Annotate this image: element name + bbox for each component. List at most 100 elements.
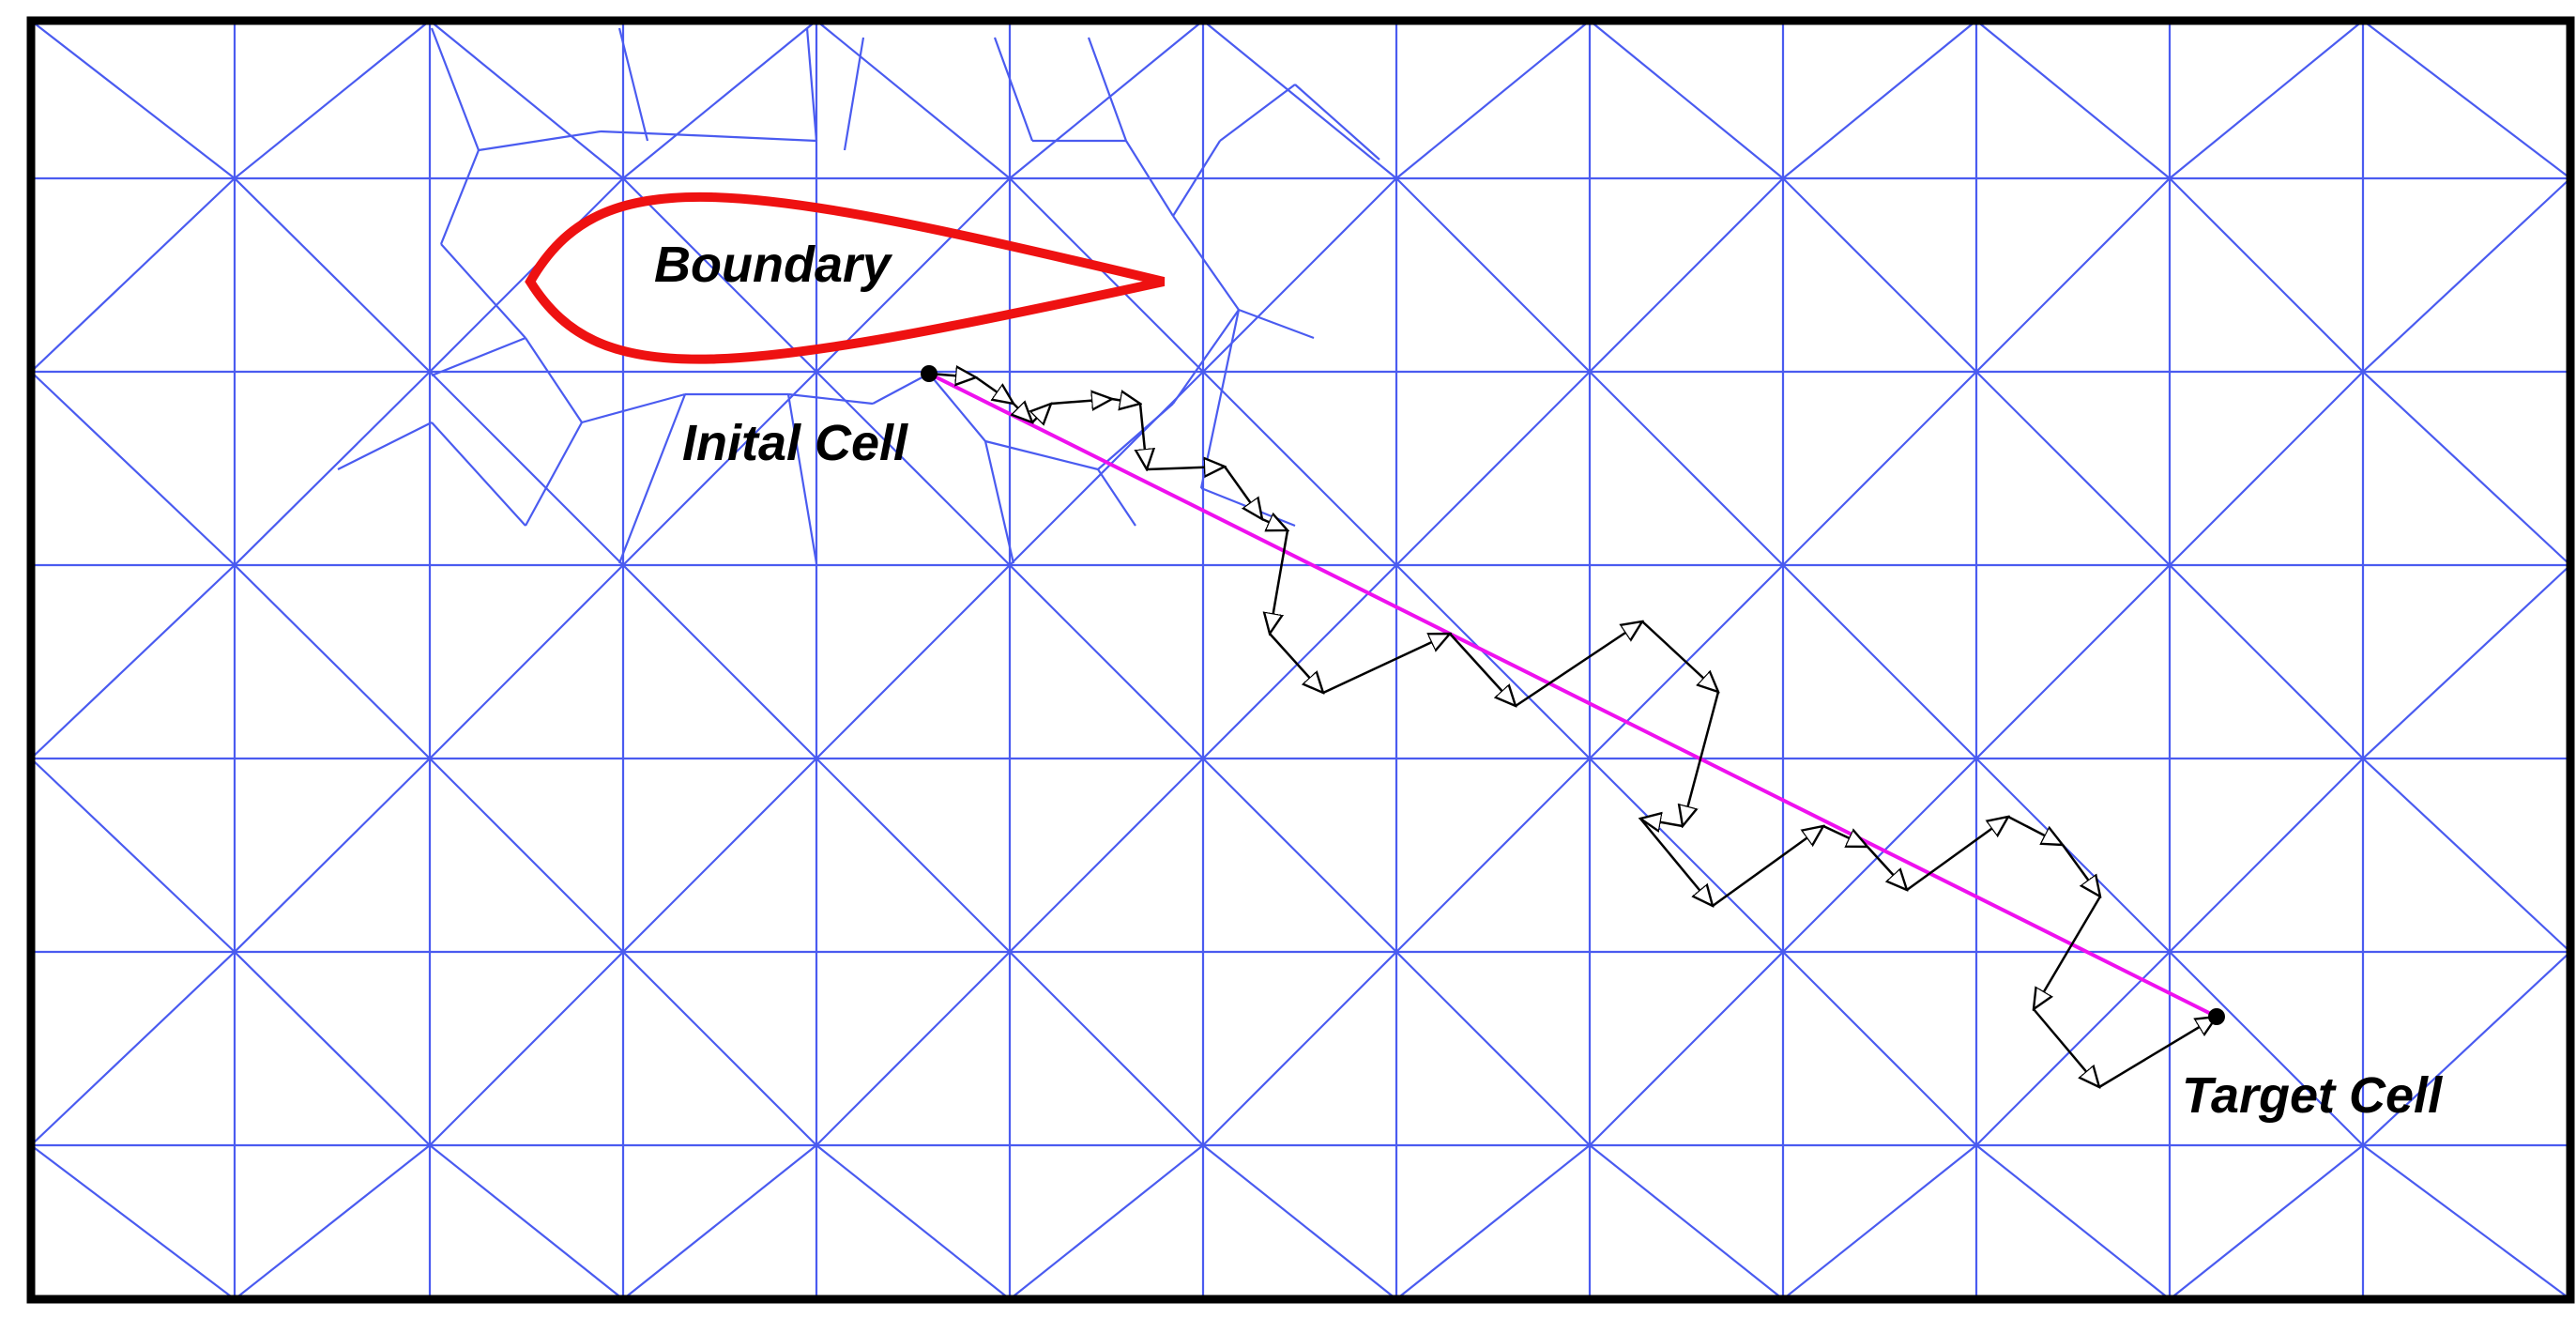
walk-step-arrow bbox=[1111, 399, 1140, 404]
mesh-edge-diagonal bbox=[622, 1144, 817, 1300]
mesh-edge-refined bbox=[1097, 403, 1174, 470]
mesh-edge-refined bbox=[843, 37, 865, 151]
mesh-edge-refined bbox=[1238, 308, 1315, 340]
mesh-edge-diagonal bbox=[1202, 564, 1397, 759]
mesh-edge-diagonal bbox=[30, 177, 236, 373]
mesh-edge-diagonal bbox=[1782, 177, 1977, 373]
mesh-edge-diagonal bbox=[429, 1144, 624, 1300]
mesh-edge-diagonal bbox=[1009, 177, 1204, 373]
mesh-edge-refined bbox=[1219, 84, 1296, 142]
mesh-edge-diagonal bbox=[429, 758, 624, 953]
boundary-label: Boundary bbox=[654, 237, 893, 293]
mesh-edge-diagonal bbox=[815, 1144, 1011, 1300]
mesh-edge-diagonal bbox=[1975, 177, 2171, 373]
mesh-edge-refined bbox=[525, 337, 583, 423]
mesh-edge-diagonal bbox=[2169, 1144, 2364, 1300]
mesh-edge-diagonal bbox=[622, 951, 817, 1146]
target-cell-label: Target Cell bbox=[2182, 1067, 2443, 1124]
mesh-edge-diagonal bbox=[1395, 564, 1591, 759]
mesh-edge-diagonal bbox=[1975, 564, 2171, 759]
walk-step-arrow bbox=[1867, 846, 1907, 890]
target-cell-point bbox=[2208, 1008, 2225, 1025]
mesh-edge-diagonal bbox=[429, 951, 624, 1146]
frame-border bbox=[26, 16, 2575, 1304]
mesh-edge-diagonal bbox=[1395, 951, 1591, 1146]
mesh-edge-refined bbox=[440, 243, 526, 339]
mesh-edge-diagonal bbox=[1975, 20, 2171, 179]
mesh-edge-refined bbox=[1125, 140, 1174, 217]
walk-step-arrow bbox=[2034, 896, 2102, 1009]
mesh-edge-diagonal bbox=[1395, 20, 1591, 179]
mesh-edge-diagonal bbox=[234, 20, 431, 179]
mesh-edge-diagonal bbox=[30, 1144, 236, 1300]
mesh-edge-diagonal bbox=[1009, 951, 1204, 1146]
walk-step-arrow bbox=[975, 375, 1014, 404]
walk-step-arrow bbox=[2061, 844, 2100, 897]
mesh-edge-diagonal bbox=[1202, 177, 1397, 373]
walk-step-arrow bbox=[1032, 404, 1051, 422]
mesh-edge-refined bbox=[993, 37, 1034, 142]
mesh-edge-diagonal bbox=[815, 564, 1011, 759]
mesh-edge-diagonal bbox=[2362, 951, 2571, 1146]
mesh-edge-diagonal bbox=[622, 20, 817, 179]
mesh-edge-diagonal bbox=[1202, 951, 1397, 1146]
mesh-edge-diagonal bbox=[2169, 177, 2364, 373]
mesh-edge-refined bbox=[786, 393, 818, 564]
mesh-edge-diagonal bbox=[1782, 564, 1977, 759]
mesh-edge-diagonal bbox=[622, 758, 817, 953]
mesh-edge-diagonal bbox=[1009, 1144, 1204, 1300]
walk-step-arrow bbox=[1269, 633, 1323, 693]
walk-step-arrow bbox=[1639, 818, 1713, 906]
mesh-edge-refined bbox=[872, 373, 930, 405]
mesh-edge-diagonal bbox=[1395, 177, 1591, 373]
mesh-edge-refined bbox=[617, 393, 687, 564]
initial-cell-point bbox=[921, 365, 937, 382]
mesh-edge-refined bbox=[983, 440, 1015, 564]
mesh-edge-diagonal bbox=[815, 951, 1011, 1146]
mesh-edge-refined bbox=[431, 421, 526, 527]
mesh-edge-diagonal bbox=[1589, 758, 1784, 953]
walk-step-arrow bbox=[1261, 519, 1288, 530]
mesh-edge-diagonal bbox=[1975, 951, 2171, 1146]
walk-step-arrow bbox=[1146, 467, 1225, 469]
mesh-edge-refined bbox=[617, 27, 649, 142]
mesh-edge-refined bbox=[525, 421, 583, 527]
mesh-edge-diagonal bbox=[234, 177, 431, 373]
mesh-edge-diagonal bbox=[1589, 371, 1784, 566]
mesh-edge-refined bbox=[1294, 84, 1380, 161]
mesh-edge-diagonal bbox=[429, 177, 624, 373]
mesh-edge-diagonal bbox=[1975, 758, 2171, 953]
walk-step-arrow bbox=[2007, 815, 2063, 845]
mesh-edge-diagonal bbox=[2362, 177, 2571, 373]
mesh-edge-diagonal bbox=[1202, 20, 1397, 179]
mesh-edge-diagonal bbox=[1202, 758, 1397, 953]
mesh-edge-diagonal bbox=[1782, 20, 1977, 179]
mesh-edge-refined bbox=[439, 149, 480, 245]
mesh-edge-diagonal bbox=[815, 20, 1011, 179]
mesh-edge-refined bbox=[1172, 140, 1221, 217]
mesh-edge-diagonal bbox=[2169, 951, 2364, 1146]
walk-step-arrow bbox=[1712, 826, 1823, 908]
mesh-edge-diagonal bbox=[1395, 1144, 1591, 1300]
mesh-edge-diagonal bbox=[1202, 1144, 1397, 1300]
mesh-edge-diagonal bbox=[1009, 564, 1204, 759]
walk-step-arrow bbox=[2033, 1008, 2099, 1087]
mesh-edge-diagonal bbox=[429, 371, 624, 566]
initial-cell-label: Inital Cell bbox=[682, 415, 908, 471]
walk-step-arrow bbox=[1640, 819, 1684, 826]
mesh-edge-diagonal bbox=[2169, 564, 2364, 759]
mesh-edge-diagonal bbox=[1589, 951, 1784, 1146]
mesh-edge-diagonal bbox=[2362, 371, 2571, 566]
mesh-edge-diagonal bbox=[429, 564, 624, 759]
mesh-edge-diagonal bbox=[2362, 1144, 2571, 1300]
walk-step-arrow bbox=[1641, 621, 1718, 692]
mesh-edge-diagonal bbox=[622, 564, 817, 759]
mesh-edge-diagonal bbox=[1782, 1144, 1977, 1300]
mesh-edge-diagonal bbox=[1589, 177, 1784, 373]
mesh-edge-diagonal bbox=[234, 758, 431, 953]
mesh-edge-diagonal bbox=[30, 758, 236, 953]
mesh-edge-diagonal bbox=[2362, 758, 2571, 953]
mesh-edge-diagonal bbox=[2362, 20, 2571, 179]
mesh-edge-refined bbox=[1172, 215, 1240, 311]
mesh-edge-diagonal bbox=[1589, 1144, 1784, 1300]
